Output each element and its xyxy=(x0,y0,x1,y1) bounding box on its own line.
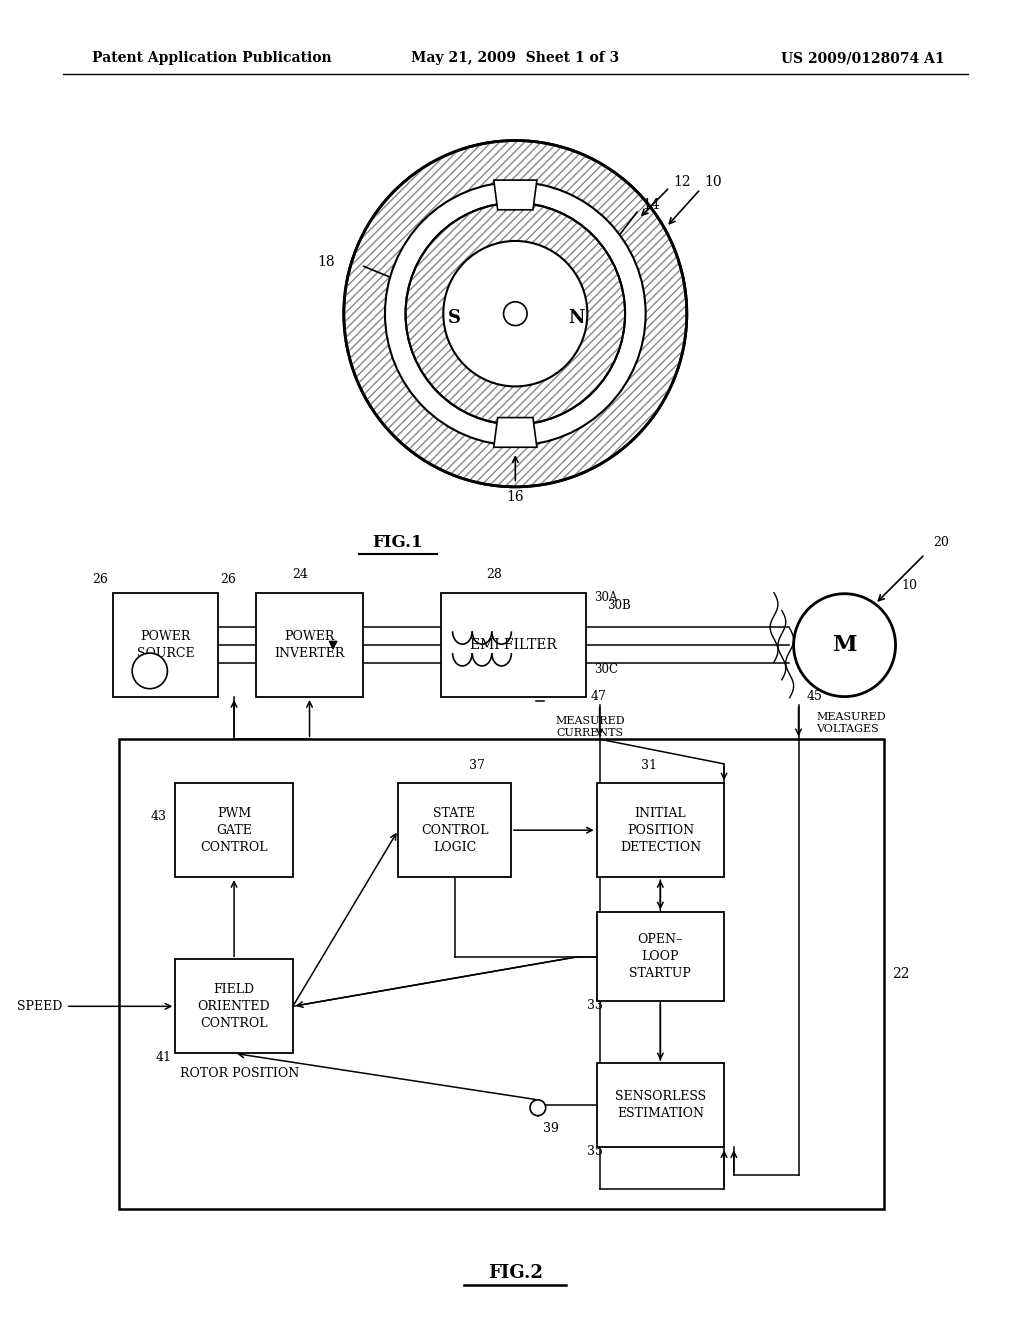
Text: STATE
CONTROL
LOGIC: STATE CONTROL LOGIC xyxy=(421,807,488,854)
Text: POWER
SOURCE: POWER SOURCE xyxy=(136,630,195,660)
Ellipse shape xyxy=(385,182,646,445)
Ellipse shape xyxy=(344,140,687,487)
Text: POWER
INVERTER: POWER INVERTER xyxy=(274,630,345,660)
FancyBboxPatch shape xyxy=(175,960,293,1053)
FancyBboxPatch shape xyxy=(597,783,724,878)
Text: –: – xyxy=(146,671,153,684)
Ellipse shape xyxy=(504,302,527,326)
Ellipse shape xyxy=(406,203,625,425)
Text: S: S xyxy=(449,309,461,326)
Text: 43: 43 xyxy=(151,810,167,824)
Text: May 21, 2009  Sheet 1 of 3: May 21, 2009 Sheet 1 of 3 xyxy=(412,51,620,66)
Polygon shape xyxy=(494,417,537,447)
Text: 10: 10 xyxy=(901,578,918,591)
Text: FIG.2: FIG.2 xyxy=(487,1263,543,1282)
FancyBboxPatch shape xyxy=(398,783,511,878)
FancyBboxPatch shape xyxy=(120,739,884,1209)
FancyBboxPatch shape xyxy=(256,593,364,697)
Text: MEASURED
VOLTAGES: MEASURED VOLTAGES xyxy=(816,713,886,734)
Text: 25: 25 xyxy=(121,682,136,696)
Text: ROTOR POSITION: ROTOR POSITION xyxy=(180,1067,299,1080)
Circle shape xyxy=(794,594,896,697)
Text: FIG.1: FIG.1 xyxy=(373,535,423,552)
Polygon shape xyxy=(329,642,337,649)
Text: +: + xyxy=(145,661,155,671)
Text: 41: 41 xyxy=(156,1051,172,1064)
Text: US 2009/0128074 A1: US 2009/0128074 A1 xyxy=(781,51,944,66)
FancyBboxPatch shape xyxy=(441,593,586,697)
FancyBboxPatch shape xyxy=(175,783,293,878)
Text: 39: 39 xyxy=(543,1122,559,1135)
Text: 31: 31 xyxy=(641,759,656,772)
Text: 45: 45 xyxy=(806,689,822,702)
Text: 28: 28 xyxy=(485,569,502,581)
FancyBboxPatch shape xyxy=(597,1063,724,1147)
Text: 24: 24 xyxy=(292,569,307,581)
Text: OPEN–
LOOP
STARTUP: OPEN– LOOP STARTUP xyxy=(630,933,691,981)
Text: 12: 12 xyxy=(673,176,691,189)
Text: 26: 26 xyxy=(220,573,237,586)
Text: 37: 37 xyxy=(469,759,485,772)
Text: MEASURED
CURRENTS: MEASURED CURRENTS xyxy=(555,717,625,738)
Text: 35: 35 xyxy=(587,1146,603,1158)
Text: 14: 14 xyxy=(642,198,660,211)
Text: N: N xyxy=(568,309,585,326)
Text: FIELD
ORIENTED
CONTROL: FIELD ORIENTED CONTROL xyxy=(198,983,270,1030)
Text: 10: 10 xyxy=(703,176,722,189)
Text: 30A: 30A xyxy=(594,591,617,605)
Text: 30C: 30C xyxy=(594,663,617,676)
Text: 30B: 30B xyxy=(607,599,631,612)
FancyBboxPatch shape xyxy=(597,912,724,1002)
FancyBboxPatch shape xyxy=(113,593,218,697)
Text: 26: 26 xyxy=(92,573,108,586)
Circle shape xyxy=(530,1100,546,1115)
Text: PWM
GATE
CONTROL: PWM GATE CONTROL xyxy=(201,807,268,854)
Polygon shape xyxy=(494,180,537,210)
Text: 18: 18 xyxy=(317,255,335,269)
Text: INITIAL
POSITION
DETECTION: INITIAL POSITION DETECTION xyxy=(620,807,700,854)
Ellipse shape xyxy=(443,242,588,387)
Text: 22: 22 xyxy=(892,968,909,981)
Text: EMI FILTER: EMI FILTER xyxy=(470,638,557,652)
Text: M: M xyxy=(833,634,857,656)
Circle shape xyxy=(132,653,168,689)
Text: 20: 20 xyxy=(933,536,948,549)
Text: DC: DC xyxy=(121,651,140,664)
Text: 33: 33 xyxy=(587,999,603,1012)
Text: 16: 16 xyxy=(507,490,524,504)
Text: SENSORLESS
ESTIMATION: SENSORLESS ESTIMATION xyxy=(614,1090,706,1121)
Text: SPEED: SPEED xyxy=(17,999,62,1012)
Text: 47: 47 xyxy=(591,689,606,702)
Text: Patent Application Publication: Patent Application Publication xyxy=(92,51,332,66)
